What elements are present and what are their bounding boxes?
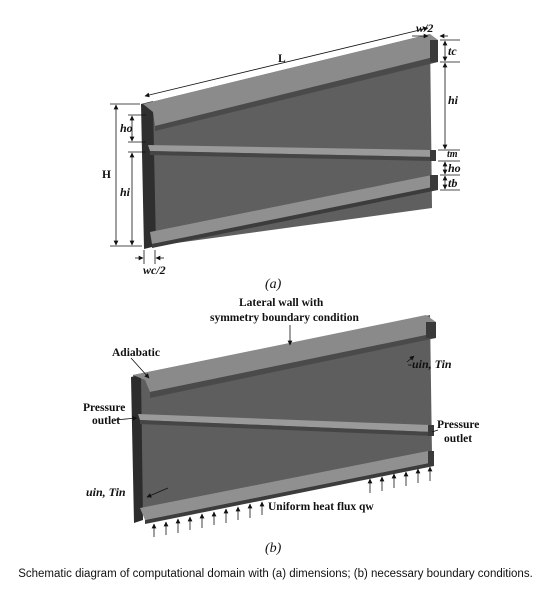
label-hi-left: hi — [120, 185, 131, 199]
label-ho-right: ho — [448, 161, 461, 175]
figure-svg: L w/2 tc hi tm ho tb H ho hi wc/2 (a) — [83, 21, 479, 556]
heat-flux-arrows — [151, 466, 433, 537]
label-inlet-left: uin, Tin — [86, 485, 126, 499]
label-tc: tc — [448, 44, 457, 58]
leader-lines-b — [114, 325, 439, 498]
label-H: H — [102, 169, 111, 181]
model-a — [141, 34, 438, 249]
model-b — [131, 315, 436, 524]
sub-label-b: (b) — [265, 541, 282, 556]
labels-b: Lateral wall with symmetry boundary cond… — [83, 297, 479, 556]
dimension-labels-a: L w/2 tc hi tm ho tb H ho hi wc/2 (a) — [102, 21, 461, 292]
label-inlet-right: -uin, Tin — [408, 357, 452, 371]
label-tm: tm — [447, 149, 458, 160]
label-pressure-outlet-right-1: Pressure — [437, 419, 479, 431]
figure-caption: Schematic diagram of computational domai… — [18, 568, 533, 580]
label-pressure-outlet-left-2: outlet — [92, 415, 120, 427]
label-L: L — [278, 53, 286, 65]
label-w-half: w/2 — [416, 21, 433, 35]
label-tb: tb — [448, 176, 457, 190]
label-pressure-outlet-left-1: Pressure — [83, 402, 125, 414]
label-wc-half: wc/2 — [143, 263, 166, 277]
dimension-lines-a — [110, 26, 460, 264]
sub-label-a: (a) — [265, 277, 282, 292]
label-lateral-wall-2: symmetry boundary condition — [210, 312, 359, 324]
label-lateral-wall-1: Lateral wall with — [239, 297, 324, 309]
label-heat-flux: Uniform heat flux qw — [268, 501, 374, 513]
label-hi-right: hi — [448, 93, 459, 107]
label-adiabatic: Adiabatic — [112, 347, 160, 359]
label-ho-left: ho — [120, 121, 133, 135]
label-pressure-outlet-right-2: outlet — [444, 433, 472, 445]
